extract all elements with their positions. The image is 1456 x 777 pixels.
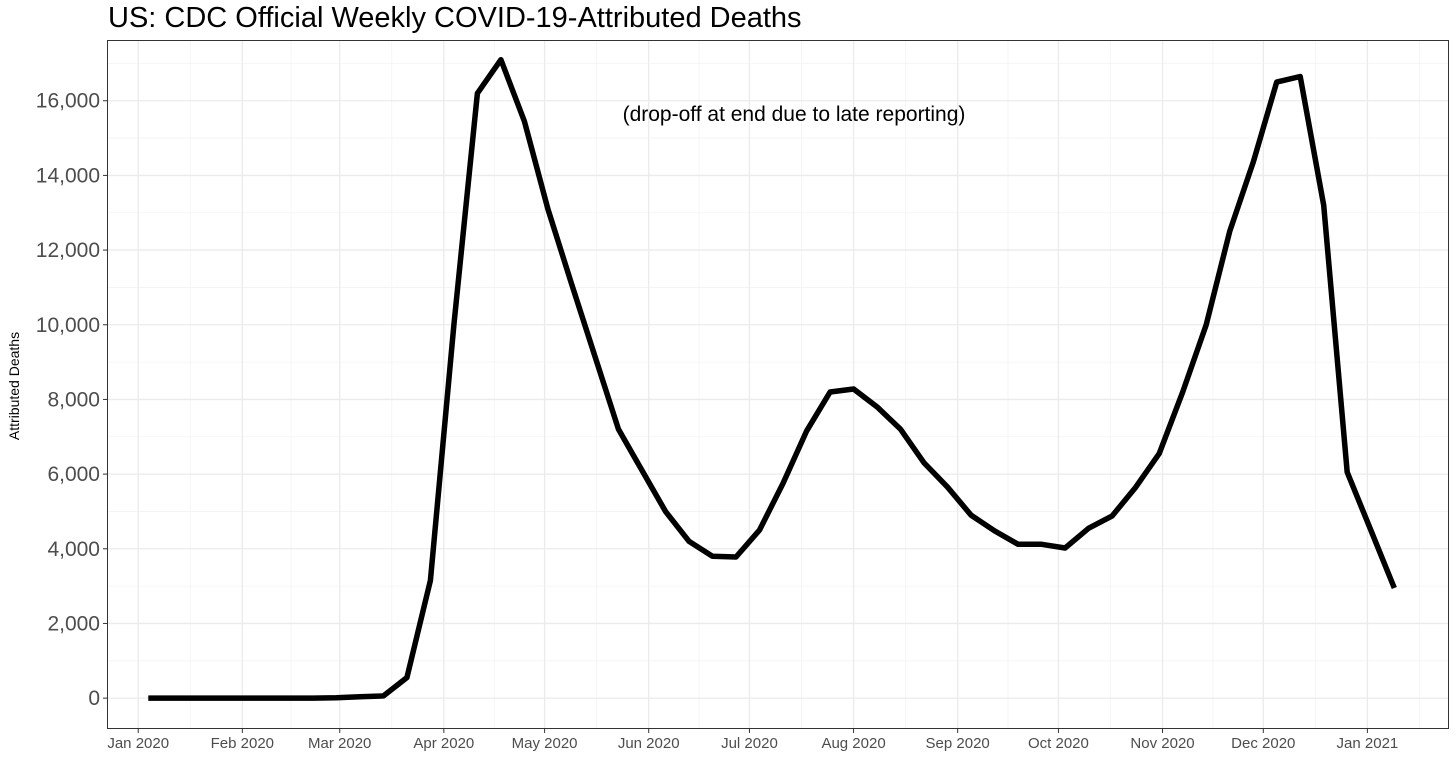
x-tick-label: Sep 2020: [926, 735, 990, 752]
x-tick-label: Nov 2020: [1130, 735, 1194, 752]
line-layer: [148, 56, 1397, 701]
series-line: [148, 56, 1397, 701]
y-tick-label: 6,000: [47, 463, 100, 486]
x-tick-label: Oct 2020: [1028, 735, 1089, 752]
y-tick-label: 16,000: [36, 90, 100, 113]
y-tick-label: 8,000: [47, 388, 100, 411]
x-tick-label: Apr 2020: [413, 735, 474, 752]
x-axis: Jan 2020 Feb 2020 Mar 2020 Apr 2020 May 2020…: [107, 728, 1398, 752]
x-tick-label: Dec 2020: [1231, 735, 1295, 752]
y-tick-label: 10,000: [36, 314, 100, 337]
grid-layer: [108, 41, 1448, 728]
y-tick-label: 0: [88, 687, 100, 710]
annotation-text: (drop-off at end due to late reporting): [623, 103, 966, 126]
x-tick-label: Mar 2020: [308, 735, 371, 752]
y-tick-label: 4,000: [47, 538, 100, 561]
y-tick-label: 14,000: [36, 164, 100, 187]
x-tick-label: Aug 2020: [821, 735, 885, 752]
x-tick-label: Jan 2020: [107, 735, 169, 752]
x-tick-label: Jun 2020: [618, 735, 680, 752]
panel-border: [107, 40, 1449, 729]
x-tick-label: Feb 2020: [211, 735, 274, 752]
y-axis-title: Attributed Deaths: [6, 332, 22, 440]
chart-title: US: CDC Official Weekly COVID-19-Attribu…: [108, 2, 802, 34]
y-axis: 0 2,000 4,000 6,000 8,000 10,000 12,000 14,000 1…: [36, 90, 108, 710]
x-tick-label: Jan 2021: [1337, 735, 1399, 752]
y-tick-label: 12,000: [36, 239, 100, 262]
x-tick-label: Jul 2020: [721, 735, 778, 752]
y-tick-label: 2,000: [47, 612, 100, 635]
x-tick-label: May 2020: [512, 735, 578, 752]
